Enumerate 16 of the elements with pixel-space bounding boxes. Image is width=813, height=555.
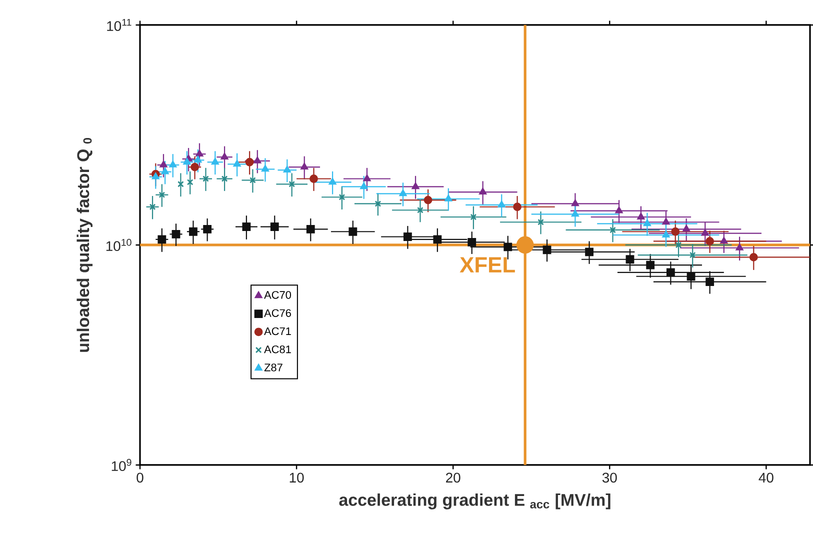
y-tick-label: 10$^{10}$ xyxy=(106,238,132,252)
y-axis-title: unloaded quality factor Q $_{0}$ xyxy=(76,138,93,352)
x-tick-label: 30 xyxy=(602,472,617,483)
legend-label: AC76 xyxy=(264,309,291,317)
x-tick-label: 40 xyxy=(758,472,774,483)
legend-label: AC70 xyxy=(264,291,292,299)
x-tick-label: 20 xyxy=(446,472,460,483)
legend-label: Z87 xyxy=(264,364,282,372)
legend-label: AC81 xyxy=(264,345,291,354)
y-tick-label: 10$^{11}$ xyxy=(107,18,132,32)
x-tick-label: 10 xyxy=(290,472,304,483)
ref-line-label: XFEL xyxy=(460,257,515,272)
x-tick-label: 0 xyxy=(136,472,144,483)
legend-label: AC71 xyxy=(264,327,291,336)
y-tick-label: 10$^{9}$ xyxy=(112,458,132,472)
x-axis-title: accelerating gradient E $_{acc}$ [MV/m] xyxy=(339,493,610,510)
